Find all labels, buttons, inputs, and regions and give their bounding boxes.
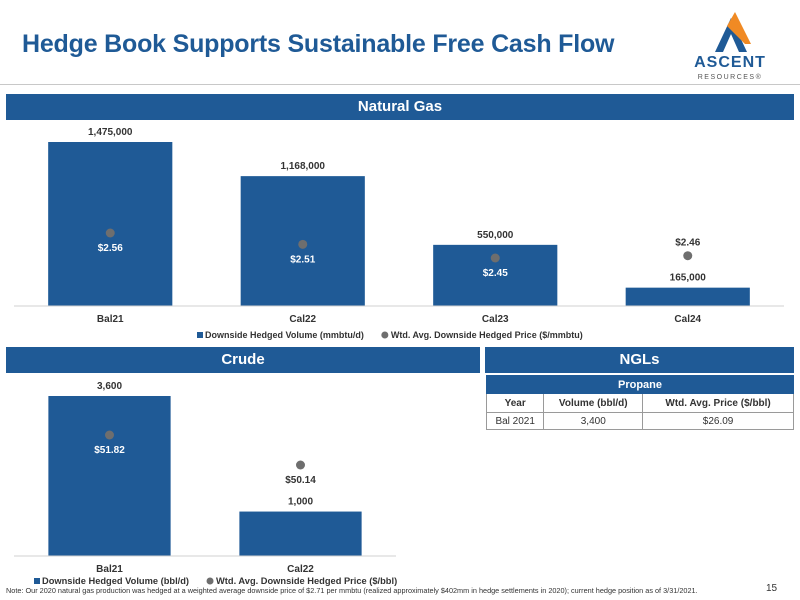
price-label: $2.51	[290, 254, 315, 265]
page-title: Hedge Book Supports Sustainable Free Cas…	[22, 30, 615, 58]
price-point	[105, 430, 114, 440]
company-logo: ASCENT RESOURCES®	[675, 8, 785, 88]
category-tick-label: Bal21	[96, 564, 123, 575]
price-point	[683, 251, 693, 261]
price-point	[490, 253, 500, 263]
propane-table-caption: Propane	[486, 375, 794, 394]
natural-gas-section-title: Natural Gas	[6, 94, 794, 120]
volume-bar	[239, 511, 362, 556]
logo-wordmark: ASCENT	[694, 54, 766, 71]
legend-label-price: Wtd. Avg. Downside Hedged Price ($/mmbtu…	[391, 330, 583, 340]
footnote: Note: Our 2020 natural gas production wa…	[6, 586, 698, 595]
volume-label: 1,168,000	[281, 161, 326, 172]
price-point	[298, 239, 308, 249]
volume-label: 550,000	[477, 230, 514, 241]
price-label: $51.82	[94, 445, 125, 456]
logo-subtitle: RESOURCES®	[697, 74, 763, 81]
legend-label-volume: Downside Hedged Volume (bbl/d)	[42, 576, 189, 586]
legend-swatch-price	[381, 331, 389, 339]
volume-bar	[48, 142, 173, 306]
crude-section-title: Crude	[6, 347, 480, 373]
legend-swatch-volume	[197, 332, 203, 338]
cell-volume: 3,400	[543, 412, 644, 430]
price-label: $2.56	[98, 243, 123, 254]
volume-label: 165,000	[670, 273, 707, 284]
category-tick-label: Cal23	[482, 314, 509, 325]
cell-year: Bal 2021	[485, 412, 545, 430]
table-row: Bal 2021 3,400 $26.09	[485, 412, 794, 430]
page-number: 15	[766, 583, 778, 594]
ngls-section-title: NGLs	[485, 347, 794, 373]
volume-bar	[48, 396, 171, 556]
legend-swatch-price	[206, 577, 214, 585]
propane-table: Propane Year Volume (bbl/d) Wtd. Avg. Pr…	[485, 375, 794, 430]
volume-label: 1,000	[288, 497, 313, 508]
category-tick-label: Bal21	[97, 314, 124, 325]
logo-mountain-icon	[715, 12, 751, 52]
header-divider	[0, 84, 800, 85]
column-header-price: Wtd. Avg. Price ($/bbl)	[642, 393, 794, 413]
volume-label: 1,475,000	[88, 127, 133, 138]
category-tick-label: Cal22	[289, 314, 316, 325]
volume-label: 3,600	[97, 381, 122, 392]
category-tick-label: Cal22	[287, 564, 314, 575]
price-label: $50.14	[285, 475, 316, 486]
price-point	[105, 228, 115, 238]
volume-bar	[625, 287, 750, 306]
category-tick-label: Cal24	[674, 314, 701, 325]
legend-swatch-volume	[34, 578, 40, 584]
price-label: $2.46	[675, 238, 700, 249]
crude-chart: 3,600 $51.82 Bal21 1,000 $50.14 Cal22 Downside…	[14, 381, 397, 586]
price-label: $2.45	[483, 268, 508, 279]
natural-gas-chart: 1,475,000 $2.56 Bal21 1,168,000 $2.51 Cal22 55…	[14, 127, 784, 340]
price-point	[296, 460, 305, 470]
legend-label-price: Wtd. Avg. Downside Hedged Price ($/bbl)	[216, 576, 397, 586]
legend-label-volume: Downside Hedged Volume (mmbtu/d)	[205, 330, 364, 340]
cell-price: $26.09	[642, 412, 794, 430]
column-header-year: Year	[485, 393, 545, 413]
column-header-volume: Volume (bbl/d)	[543, 393, 644, 413]
